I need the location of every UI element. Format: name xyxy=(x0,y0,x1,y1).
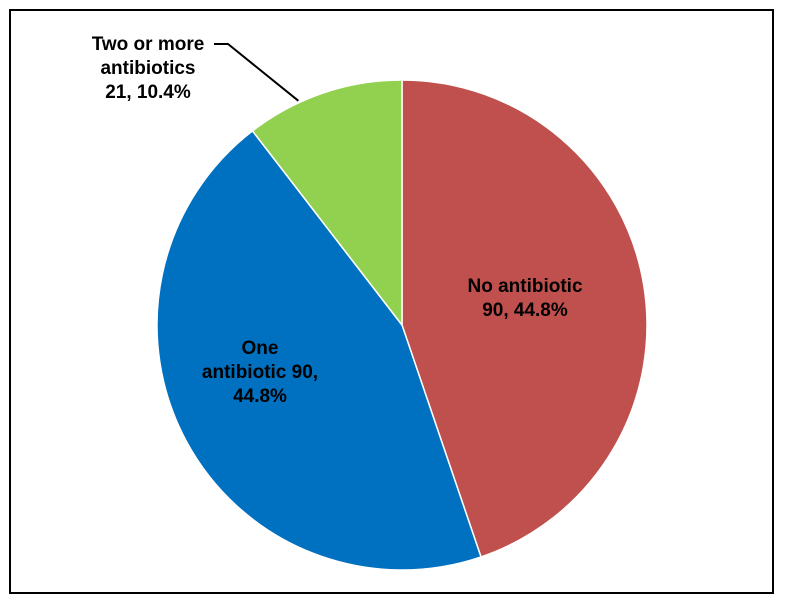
pie-labels: No antibiotic 90, 44.8% One antibiotic 90, 4… xyxy=(92,34,583,407)
data-label-no-antibiotic: No antibiotic 90, 44.8% xyxy=(467,276,582,321)
data-label-line: 21, 10.4% xyxy=(105,82,191,103)
pie-slice-two-or-more-antibiotics xyxy=(251,79,403,328)
data-label-line: 44.8% xyxy=(233,386,287,407)
data-label-line: One xyxy=(242,338,279,359)
data-label-line: Two or more xyxy=(92,34,205,55)
data-label-line: No antibiotic xyxy=(467,276,582,297)
data-label-line: antibiotics xyxy=(100,58,195,79)
pie-slice-no-antibiotic xyxy=(401,79,648,558)
pie-slices xyxy=(156,79,648,571)
data-label-line: antibiotic 90, xyxy=(202,362,318,383)
pie-slice-one-antibiotic xyxy=(156,129,482,571)
leader-line-two-or-more-antibiotics xyxy=(214,43,299,102)
data-label-one-antibiotic: One antibiotic 90, 44.8% xyxy=(202,338,318,407)
data-label-two-or-more-antibiotics: Two or more antibiotics 21, 10.4% xyxy=(92,34,205,103)
data-label-line: 90, 44.8% xyxy=(482,300,568,321)
